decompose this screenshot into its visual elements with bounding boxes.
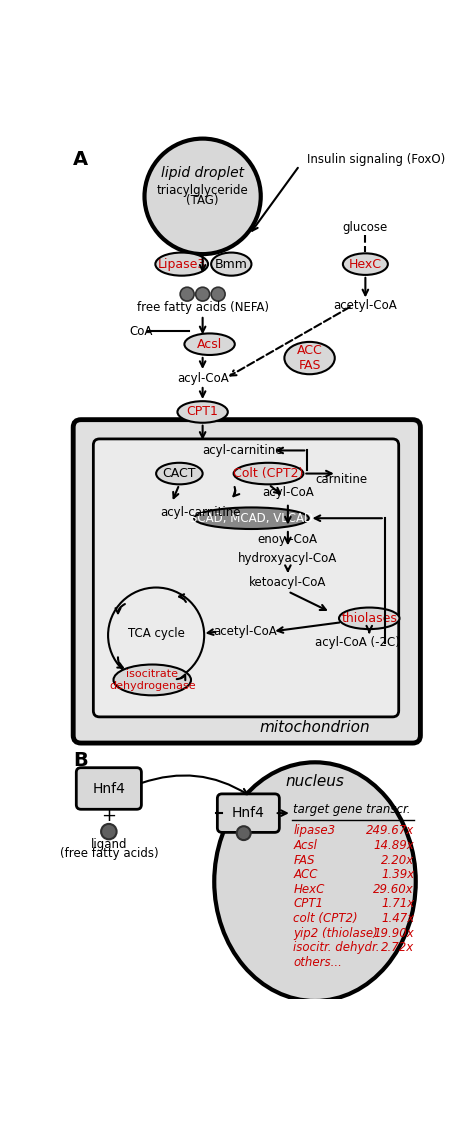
Ellipse shape (113, 665, 191, 695)
Text: lipid droplet: lipid droplet (161, 166, 244, 181)
Text: colt (CPT2): colt (CPT2) (293, 912, 358, 925)
Circle shape (237, 827, 251, 840)
Text: Hnf4: Hnf4 (232, 806, 265, 820)
Text: 29.60x: 29.60x (374, 883, 414, 896)
Text: isocitr. dehydr.: isocitr. dehydr. (293, 941, 380, 955)
Text: others...: others... (293, 956, 342, 969)
Circle shape (145, 138, 261, 254)
Text: 2.20x: 2.20x (381, 853, 414, 867)
Text: SCAD, MCAD, VLCAD: SCAD, MCAD, VLCAD (190, 512, 313, 524)
FancyBboxPatch shape (73, 420, 420, 743)
Text: Hnf4: Hnf4 (92, 783, 125, 796)
Text: ACC: ACC (293, 868, 318, 882)
Text: thiolases: thiolases (341, 612, 397, 624)
Ellipse shape (234, 463, 303, 484)
Text: CACT: CACT (163, 467, 196, 480)
Text: ketoacyl-CoA: ketoacyl-CoA (249, 576, 327, 590)
Ellipse shape (194, 508, 309, 529)
FancyBboxPatch shape (76, 768, 141, 810)
Text: ligand: ligand (91, 838, 127, 851)
Text: B: B (73, 751, 88, 769)
Text: 249.67x: 249.67x (366, 824, 414, 838)
Circle shape (101, 824, 117, 839)
Ellipse shape (156, 463, 202, 484)
FancyBboxPatch shape (93, 439, 399, 716)
Text: acyl-CoA (-2C): acyl-CoA (-2C) (315, 637, 400, 649)
Text: Colt (CPT2): Colt (CPT2) (233, 467, 304, 480)
Text: 1.47x: 1.47x (381, 912, 414, 925)
Text: acyl-carnitine: acyl-carnitine (160, 505, 240, 519)
Text: triacylglyceride: triacylglyceride (157, 184, 248, 197)
Text: FAS: FAS (293, 853, 315, 867)
Text: 2.72x: 2.72x (381, 941, 414, 955)
Text: free fatty acids (NEFA): free fatty acids (NEFA) (137, 301, 269, 313)
Text: Insulin signaling (FoxO): Insulin signaling (FoxO) (307, 153, 446, 166)
Text: glucose: glucose (343, 220, 388, 234)
Ellipse shape (211, 253, 251, 275)
Text: acetyl-CoA: acetyl-CoA (213, 624, 277, 638)
Text: hydroxyacyl-CoA: hydroxyacyl-CoA (238, 551, 337, 565)
Text: 19.90x: 19.90x (374, 926, 414, 940)
Circle shape (196, 287, 210, 301)
Text: 1.39x: 1.39x (381, 868, 414, 882)
Ellipse shape (155, 253, 208, 275)
Text: acetyl-CoA: acetyl-CoA (334, 299, 397, 312)
Text: Acsl: Acsl (197, 338, 222, 350)
Text: CPT1: CPT1 (187, 405, 219, 419)
Text: carnitine: carnitine (315, 473, 367, 486)
Text: yip2 (thiolase): yip2 (thiolase) (293, 926, 378, 940)
Text: CPT1: CPT1 (293, 897, 323, 911)
Text: +: + (101, 807, 116, 825)
Text: TCA cycle: TCA cycle (128, 628, 184, 640)
Text: nucleus: nucleus (285, 774, 345, 789)
Text: acyl-CoA: acyl-CoA (262, 486, 314, 500)
Text: 1.71x: 1.71x (381, 897, 414, 911)
Ellipse shape (184, 334, 235, 355)
Text: HexC: HexC (349, 257, 382, 271)
Text: (free fatty acids): (free fatty acids) (60, 848, 158, 860)
Text: isocitrate
dehydrogenase: isocitrate dehydrogenase (109, 669, 196, 691)
Text: CoA: CoA (129, 325, 152, 338)
Text: acyl-CoA: acyl-CoA (177, 372, 228, 384)
Text: enoyl-CoA: enoyl-CoA (258, 532, 318, 546)
Text: acyl-carnitine: acyl-carnitine (202, 444, 283, 457)
Ellipse shape (339, 608, 400, 629)
Text: Bmm: Bmm (215, 257, 248, 271)
Text: A: A (73, 150, 88, 170)
Text: (TAG): (TAG) (186, 193, 219, 207)
Ellipse shape (214, 763, 416, 1001)
Text: 14.89x: 14.89x (374, 839, 414, 852)
Text: lipase3: lipase3 (293, 824, 336, 838)
Ellipse shape (177, 401, 228, 422)
Circle shape (180, 287, 194, 301)
Text: target gene transcr.: target gene transcr. (293, 803, 411, 815)
Ellipse shape (343, 254, 388, 275)
Ellipse shape (284, 341, 335, 374)
Text: Acsl: Acsl (293, 839, 317, 852)
Text: ACC
FAS: ACC FAS (297, 344, 322, 372)
Circle shape (108, 587, 204, 683)
FancyBboxPatch shape (218, 794, 279, 832)
Text: HexC: HexC (293, 883, 325, 896)
Text: Lipase3: Lipase3 (157, 257, 206, 271)
Circle shape (211, 287, 225, 301)
Text: mitochondrion: mitochondrion (260, 720, 370, 736)
